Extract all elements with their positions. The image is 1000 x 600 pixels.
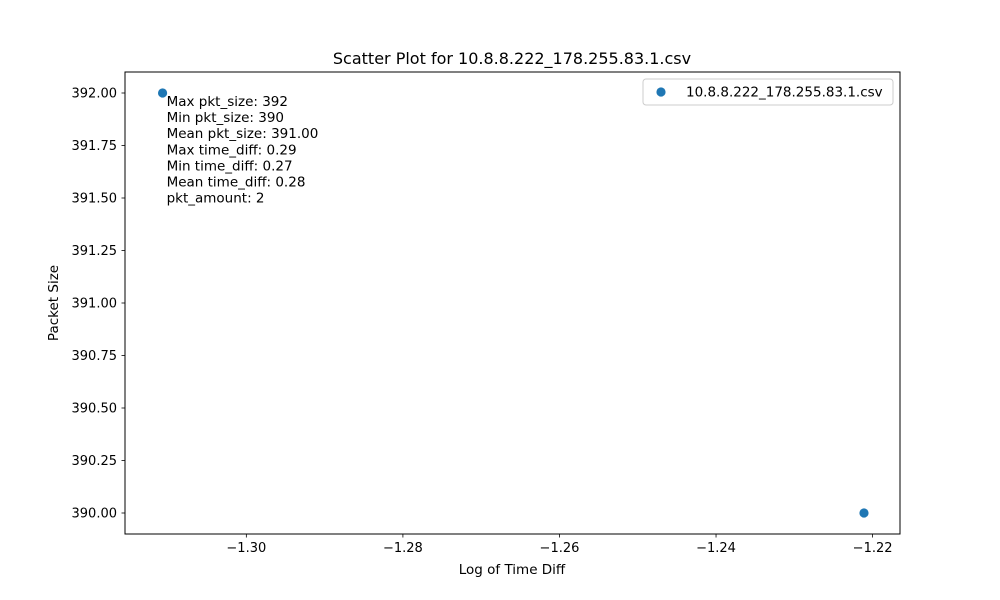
x-tick-label: −1.30 xyxy=(226,541,266,556)
y-tick-label: 390.00 xyxy=(72,507,118,522)
y-axis: 390.00 390.25 390.50 390.75 391.00 391.25 391.… xyxy=(72,87,125,522)
y-tick-label: 390.25 xyxy=(72,454,118,469)
y-tick-label: 390.50 xyxy=(72,402,118,417)
y-tick-label: 391.50 xyxy=(72,192,118,207)
annotation-line: pkt_amount: 2 xyxy=(167,191,265,207)
y-axis-label: Packet Size xyxy=(46,265,62,341)
annotation-line: Max pkt_size: 392 xyxy=(167,94,288,110)
annotation-line: Mean time_diff: 0.28 xyxy=(167,175,306,191)
legend-box xyxy=(642,78,894,106)
y-tick-label: 390.75 xyxy=(72,349,118,364)
annotation-line: Mean pkt_size: 391.00 xyxy=(167,126,319,142)
y-tick-label: 391.25 xyxy=(72,244,118,259)
y-tick-label: 392.00 xyxy=(72,87,118,102)
legend-label: 10.8.8.222_178.255.83.1.csv xyxy=(686,85,883,101)
data-point xyxy=(859,508,869,518)
plot-area xyxy=(157,88,869,518)
y-tick-label: 391.75 xyxy=(72,139,118,154)
annotation-line: Min time_diff: 0.27 xyxy=(167,158,293,174)
x-axis-label: Log of Time Diff xyxy=(459,562,566,578)
x-tick-label: −1.28 xyxy=(383,541,423,556)
x-tick-label: −1.24 xyxy=(696,541,736,556)
y-tick-label: 391.00 xyxy=(72,297,118,312)
x-axis: −1.30 −1.28 −1.26 −1.24 −1.22 xyxy=(226,534,893,556)
annotation-line: Max time_diff: 0.29 xyxy=(167,142,297,158)
legend-marker xyxy=(656,87,666,97)
legend: 10.8.8.222_178.255.83.1.csv xyxy=(642,78,894,106)
x-tick-label: −1.26 xyxy=(540,541,580,556)
data-point xyxy=(157,88,168,98)
chart-title: Scatter Plot for 10.8.8.222_178.255.83.1… xyxy=(333,49,691,69)
x-tick-label: −1.22 xyxy=(853,541,893,556)
annotation-line: Min pkt_size: 390 xyxy=(167,110,284,126)
